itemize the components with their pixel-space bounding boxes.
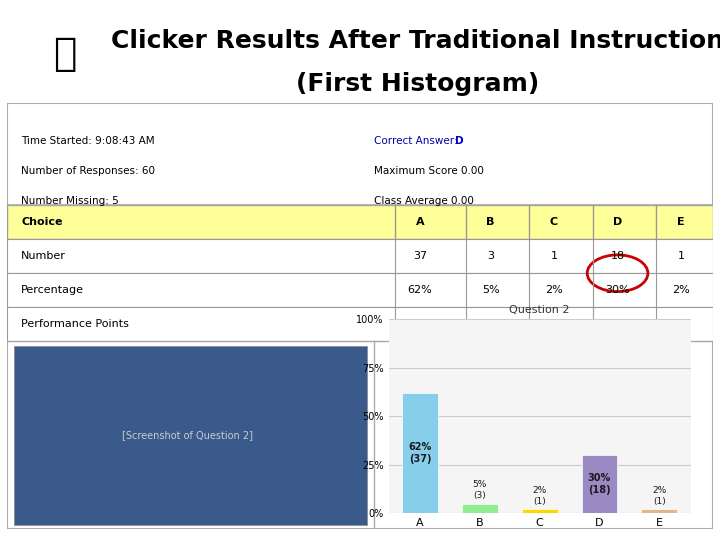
FancyBboxPatch shape bbox=[7, 239, 713, 273]
Text: 3: 3 bbox=[487, 251, 494, 261]
Text: D: D bbox=[455, 136, 464, 146]
Text: 62%
(37): 62% (37) bbox=[408, 442, 432, 464]
FancyBboxPatch shape bbox=[14, 346, 367, 525]
Text: 18: 18 bbox=[611, 251, 625, 261]
Text: C: C bbox=[550, 217, 558, 227]
Text: Choice: Choice bbox=[22, 217, 63, 227]
Text: Number Missing: 5: Number Missing: 5 bbox=[22, 195, 119, 206]
Text: 0: 0 bbox=[614, 320, 621, 329]
FancyBboxPatch shape bbox=[7, 273, 713, 307]
Text: 1: 1 bbox=[551, 251, 557, 261]
Text: Performance Points: Performance Points bbox=[22, 320, 129, 329]
Text: Clicker Results After Traditional Instruction: Clicker Results After Traditional Instru… bbox=[111, 29, 720, 53]
Text: 37: 37 bbox=[413, 251, 427, 261]
Text: (First Histogram): (First Histogram) bbox=[296, 72, 539, 96]
Text: E: E bbox=[678, 217, 685, 227]
Text: Correct Answer:: Correct Answer: bbox=[374, 136, 461, 146]
Text: Maximum Score 0.00: Maximum Score 0.00 bbox=[374, 166, 484, 176]
Text: [Screenshot of Question 2]: [Screenshot of Question 2] bbox=[122, 430, 253, 440]
Bar bbox=[582, 455, 618, 514]
Text: 30%
(18): 30% (18) bbox=[588, 474, 611, 495]
Text: 2%: 2% bbox=[672, 285, 690, 295]
Text: 30%: 30% bbox=[606, 285, 630, 295]
Text: 0: 0 bbox=[416, 320, 423, 329]
Text: 0: 0 bbox=[678, 320, 685, 329]
Text: Time Started: 9:08:43 AM: Time Started: 9:08:43 AM bbox=[22, 136, 155, 146]
Text: 2%
(1): 2% (1) bbox=[533, 486, 546, 505]
Text: 62%: 62% bbox=[408, 285, 432, 295]
Text: Number of Responses: 60: Number of Responses: 60 bbox=[22, 166, 156, 176]
FancyBboxPatch shape bbox=[7, 307, 713, 341]
Text: 5%: 5% bbox=[482, 285, 500, 295]
Text: A: A bbox=[415, 217, 424, 227]
Text: 0: 0 bbox=[551, 320, 557, 329]
Text: D: D bbox=[613, 217, 622, 227]
Text: 1: 1 bbox=[678, 251, 685, 261]
Text: Number: Number bbox=[22, 251, 66, 261]
Text: 🐒: 🐒 bbox=[53, 35, 76, 73]
Text: 2%
(1): 2% (1) bbox=[652, 486, 667, 505]
Text: 5%
(3): 5% (3) bbox=[473, 480, 487, 500]
Text: B: B bbox=[486, 217, 495, 227]
Text: Class Average 0.00: Class Average 0.00 bbox=[374, 195, 474, 206]
FancyBboxPatch shape bbox=[7, 205, 713, 239]
Title: Question 2: Question 2 bbox=[510, 305, 570, 315]
Bar bbox=[642, 509, 678, 514]
Bar bbox=[462, 504, 498, 514]
Bar bbox=[522, 509, 558, 514]
Text: 0: 0 bbox=[487, 320, 494, 329]
Text: 2%: 2% bbox=[545, 285, 563, 295]
Text: Percentage: Percentage bbox=[22, 285, 84, 295]
FancyBboxPatch shape bbox=[7, 103, 713, 529]
Bar bbox=[402, 393, 438, 514]
